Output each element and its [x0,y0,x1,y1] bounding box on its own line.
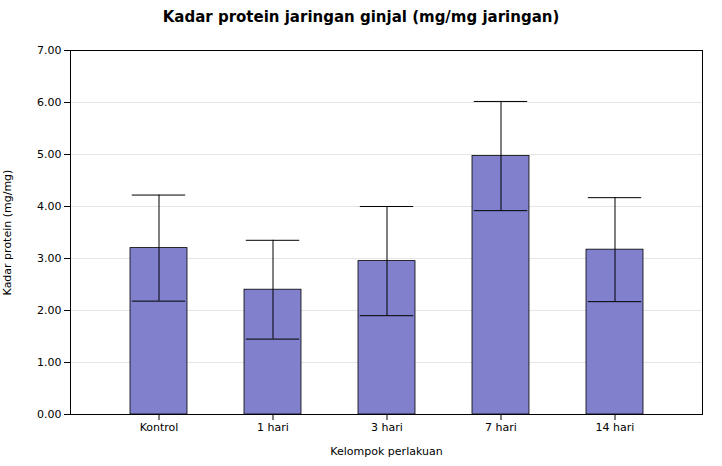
svg-text:3 hari: 3 hari [371,421,403,434]
svg-text:7 hari: 7 hari [485,421,517,434]
svg-text:1 hari: 1 hari [257,421,289,434]
svg-text:2.00: 2.00 [37,304,62,317]
svg-text:1.00: 1.00 [37,356,62,369]
svg-text:14 hari: 14 hari [596,421,635,434]
svg-text:Kontrol: Kontrol [140,421,179,434]
svg-text:6.00: 6.00 [37,96,62,109]
svg-text:Kadar protein (mg/mg): Kadar protein (mg/mg) [1,170,14,296]
svg-text:3.00: 3.00 [37,252,62,265]
svg-text:Kelompok perlakuan: Kelompok perlakuan [330,445,442,458]
svg-text:4.00: 4.00 [37,200,62,213]
svg-text:0.00: 0.00 [37,408,62,421]
html-text:Kadar protein jaringan ginjal: Kadar protein jaringan ginjal (mg/mg jar… [162,8,560,26]
svg-text:7.00: 7.00 [37,44,62,57]
svg-text:5.00: 5.00 [37,148,62,161]
